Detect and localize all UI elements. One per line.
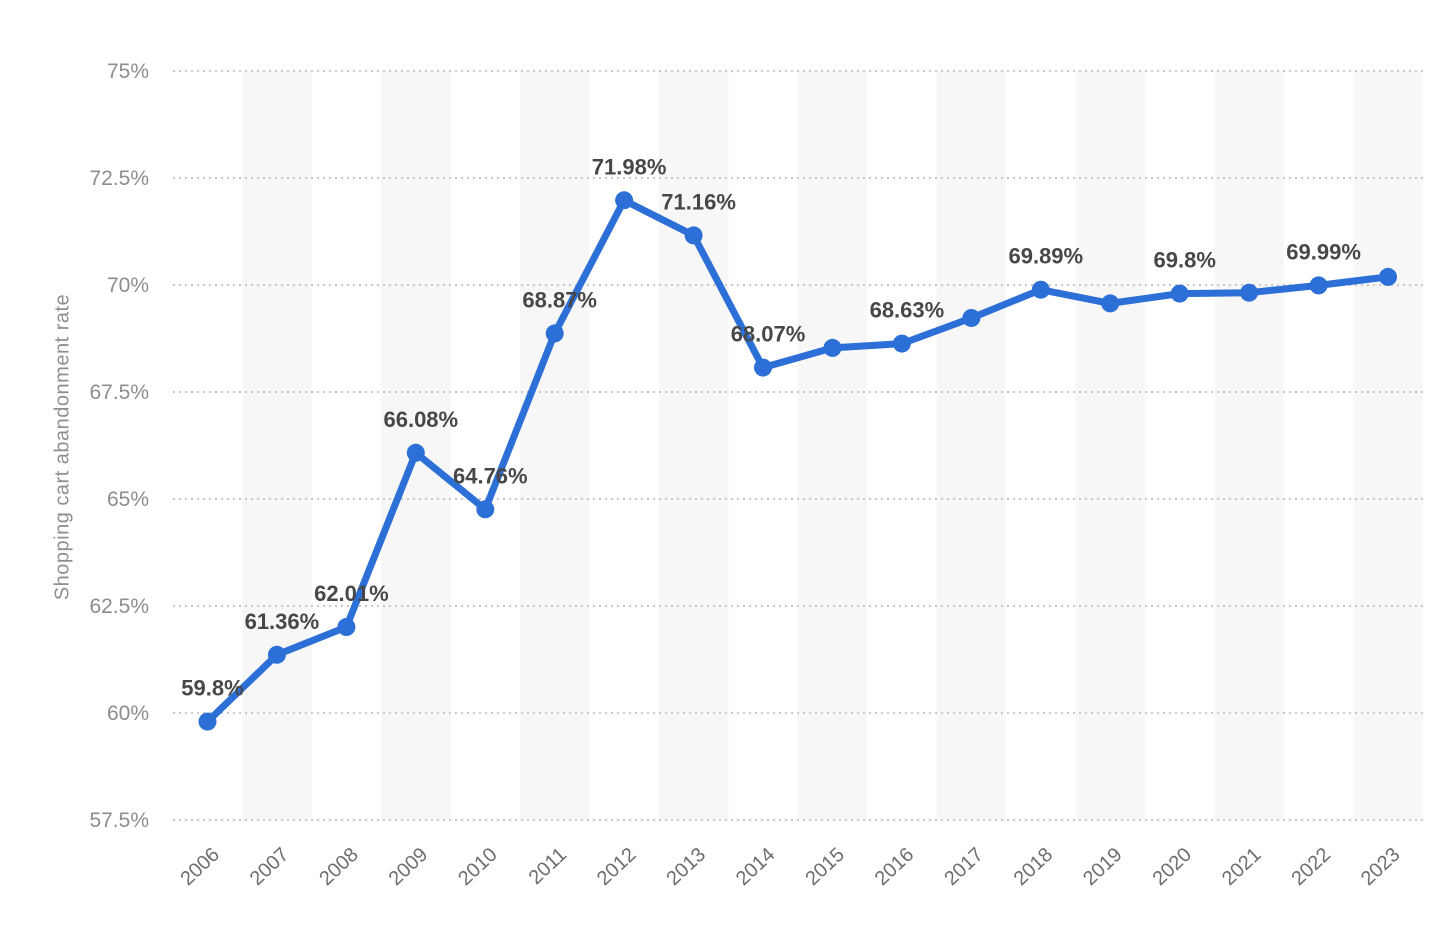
data-point[interactable] bbox=[1379, 267, 1397, 286]
y-tick-label: 70% bbox=[107, 274, 149, 297]
column-band bbox=[658, 71, 729, 820]
y-tick-label: 60% bbox=[107, 702, 149, 725]
x-tick-label: 2015 bbox=[801, 844, 849, 890]
x-tick-label: 2016 bbox=[871, 844, 919, 890]
x-tick-label: 2017 bbox=[940, 844, 988, 890]
data-point[interactable] bbox=[1170, 284, 1189, 303]
data-point-label: 69.89% bbox=[1008, 244, 1083, 269]
x-tick-label: 2013 bbox=[662, 844, 710, 890]
data-point[interactable] bbox=[545, 324, 564, 343]
data-point-label: 71.16% bbox=[661, 189, 736, 214]
data-point[interactable] bbox=[962, 309, 981, 327]
x-tick-label: 2008 bbox=[315, 844, 363, 890]
x-tick-label: 2007 bbox=[246, 844, 294, 890]
y-tick-label: 65% bbox=[107, 488, 149, 511]
data-point[interactable] bbox=[892, 334, 911, 353]
x-tick-label: 2018 bbox=[1010, 844, 1058, 890]
data-point[interactable] bbox=[1240, 283, 1259, 302]
x-tick-label: 2014 bbox=[732, 844, 780, 890]
data-point[interactable] bbox=[684, 226, 703, 245]
x-tick-label: 2011 bbox=[525, 844, 571, 889]
data-point-label: 61.36% bbox=[245, 609, 320, 634]
x-tick-label: 2023 bbox=[1357, 844, 1405, 890]
x-tick-label: 2019 bbox=[1079, 844, 1127, 890]
data-point-label: 68.63% bbox=[870, 298, 945, 323]
x-tick-label: 2006 bbox=[176, 844, 224, 890]
data-point-label: 69.8% bbox=[1154, 248, 1216, 273]
data-point-label: 68.87% bbox=[522, 287, 597, 312]
column-band bbox=[1075, 71, 1145, 820]
y-tick-label: 75% bbox=[107, 60, 149, 83]
column-band bbox=[797, 71, 868, 820]
y-tick-label: 62.5% bbox=[89, 595, 149, 618]
x-tick-label: 2022 bbox=[1287, 844, 1335, 890]
data-point[interactable] bbox=[615, 191, 634, 210]
series-line bbox=[204, 196, 1392, 726]
data-point-label: 59.8% bbox=[181, 676, 243, 701]
column-band bbox=[520, 71, 590, 820]
data-point[interactable] bbox=[406, 443, 425, 462]
column-band bbox=[936, 71, 1006, 820]
x-tick-label: 2021 bbox=[1218, 844, 1266, 890]
data-point[interactable] bbox=[1309, 276, 1328, 295]
data-point-label: 71.98% bbox=[592, 154, 667, 179]
x-tick-label: 2009 bbox=[385, 844, 433, 890]
x-tick-label: 2010 bbox=[454, 844, 502, 890]
data-point[interactable] bbox=[198, 712, 217, 731]
data-point-label: 62.01% bbox=[314, 581, 389, 606]
data-point[interactable] bbox=[754, 358, 772, 377]
data-point-label: 64.76% bbox=[453, 463, 528, 488]
column-band bbox=[242, 71, 312, 820]
x-tick-label: 2020 bbox=[1149, 844, 1197, 890]
x-tick-label: 2012 bbox=[593, 844, 641, 890]
column-band bbox=[1353, 71, 1423, 820]
column-band bbox=[1214, 71, 1284, 820]
data-point[interactable] bbox=[823, 338, 842, 357]
y-tick-label: 57.5% bbox=[89, 809, 149, 832]
data-point-label: 68.07% bbox=[731, 322, 806, 347]
data-point[interactable] bbox=[476, 500, 495, 519]
data-point[interactable] bbox=[337, 618, 356, 636]
data-point[interactable] bbox=[1101, 294, 1120, 313]
data-point-label: 66.08% bbox=[383, 407, 458, 432]
data-point[interactable] bbox=[267, 645, 286, 664]
data-point[interactable] bbox=[1031, 280, 1050, 299]
data-point-label: 69.99% bbox=[1286, 239, 1361, 264]
y-tick-label: 72.5% bbox=[89, 167, 149, 190]
y-tick-label: 67.5% bbox=[89, 381, 149, 404]
